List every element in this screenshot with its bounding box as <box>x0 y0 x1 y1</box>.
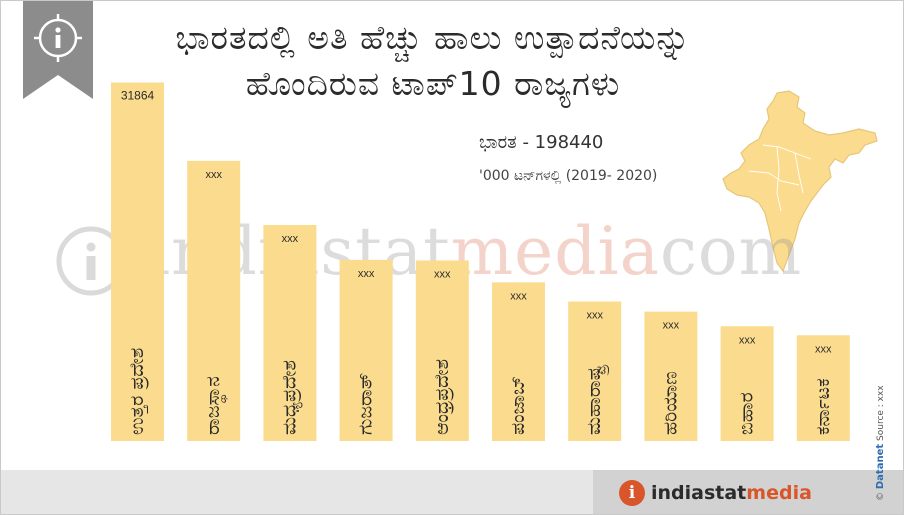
info-icon: i <box>619 480 645 506</box>
india-total: ಭಾರತ - 198440 <box>479 132 603 153</box>
bar-6 <box>492 282 545 441</box>
india-map-icon <box>722 90 878 273</box>
category-label-6: ಪಂಜಾಬ್ <box>507 376 529 435</box>
bar-value-label-9: xxx <box>739 334 756 346</box>
category-label-3: ಮಧ್ಯಪ್ರದೇಶ <box>278 360 303 435</box>
bar-value-label-8: xxx <box>663 320 680 332</box>
category-label-2: ರಾಜಸ್ಥಾನ <box>202 376 228 435</box>
category-label-7: ಮಹಾರಾಷ್ಟ್ರ <box>583 364 609 435</box>
source-company: Datanet <box>875 443 886 490</box>
bar-value-label-3: xxx <box>282 233 299 245</box>
footer-bar <box>1 470 903 514</box>
source-note: © Datanet Source : xxx <box>875 385 886 501</box>
brand-name-part2: media <box>746 482 812 504</box>
bar-7 <box>568 301 622 441</box>
info-icon <box>34 14 82 62</box>
india-total-value: 198440 <box>534 132 604 153</box>
brand-name-part1: indiastat <box>651 482 747 504</box>
source-text-spacer <box>876 441 886 444</box>
bar-9 <box>720 326 774 441</box>
chart-title: ಭಾರತದಲ್ಲಿ ಅತಿ ಹೆಚ್ಚು ಹಾಲು ಉತ್ಪಾದನೆಯನ್ನು … <box>113 15 753 107</box>
bar-value-label-5: xxx <box>434 268 451 280</box>
category-label-5: ಆಂಧ್ರಪ್ರದೇಶ <box>431 359 453 435</box>
chart-title-line-2: ಹೊಂದಿರುವ ಟಾಪ್10 ರಾಜ್ಯಗಳು <box>245 64 621 103</box>
india-total-label: ಭಾರತ <box>479 132 517 153</box>
bar-value-label-2: xxx <box>205 169 222 181</box>
category-label-1: ಉತ್ತರ ಪ್ರದೇಶ <box>126 348 148 435</box>
bar-value-label-6: xxx <box>510 290 527 302</box>
bar-10 <box>796 335 850 441</box>
bar-1 <box>111 82 164 441</box>
bar-value-label-7: xxx <box>586 310 603 322</box>
category-label-8: ಹರಿಯಾಣ <box>659 371 681 435</box>
brand-logo: i indiastat media <box>619 477 812 509</box>
bars-layer: 31864 ಉತ್ತರ ಪ್ರದೇಶ xxx ರಾಜಸ್ಥಾನ xxx ಮಧ್ಯಪ್ರದೇ… <box>111 82 850 441</box>
info-ribbon <box>23 1 93 99</box>
bar-5 <box>415 260 469 441</box>
unit-note: '000 ಟನ್‌ಗಳಲ್ಲಿ (2019- 2020) <box>479 168 658 184</box>
source-text: Source : xxx <box>876 385 886 441</box>
copyright-icon: © <box>876 489 886 501</box>
category-label-9: ಬಿಹಾರ <box>736 392 758 435</box>
bar-value-label-4: xxx <box>358 268 375 280</box>
chart-title-line-1: ಭಾರತದಲ್ಲಿ ಅತಿ ಹೆಚ್ಚು ಹಾಲು ಉತ್ಪಾದನೆಯನ್ನು <box>175 18 691 57</box>
category-label-10: ಕರ್ನಾಟಕ <box>812 378 834 435</box>
bar-3 <box>263 225 317 441</box>
bar-value-label-1: 31864 <box>121 89 155 103</box>
category-label-4: ಗುಜರಾತ್ <box>355 373 377 435</box>
bar-value-label-10: xxx <box>815 343 832 355</box>
bar-4 <box>339 259 393 441</box>
bar-2 <box>187 160 241 441</box>
india-total-separator: - <box>522 132 535 153</box>
bar-8 <box>644 311 698 441</box>
